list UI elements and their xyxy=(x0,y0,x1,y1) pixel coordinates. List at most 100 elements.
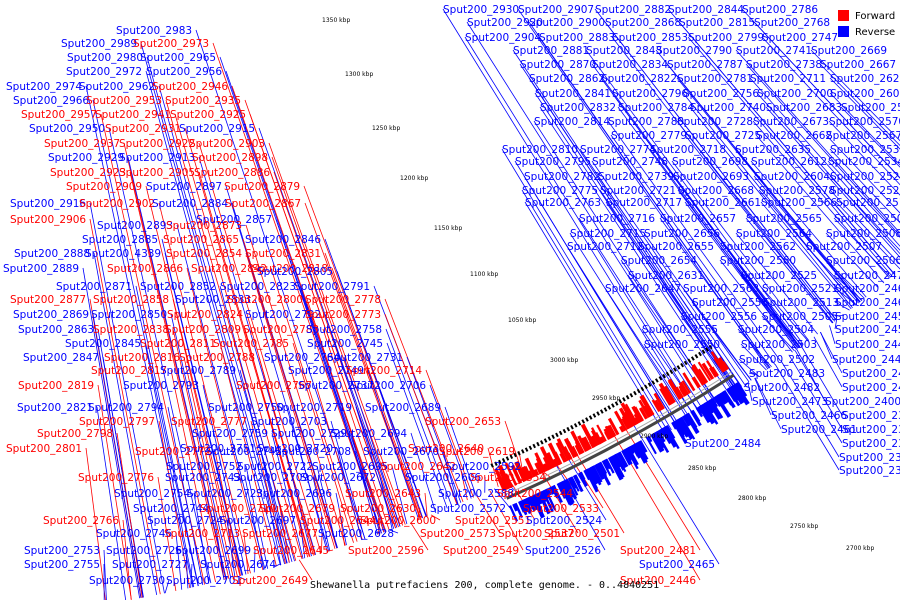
feature-mark xyxy=(521,449,525,454)
connector-line xyxy=(417,507,421,521)
feature-glyph xyxy=(595,463,604,477)
feature-glyph xyxy=(631,444,642,459)
gene-label: Sput200_2777 xyxy=(171,416,247,428)
feature-glyph xyxy=(692,363,707,385)
connector-line xyxy=(96,406,127,600)
connector-line xyxy=(761,287,809,342)
connector-line xyxy=(765,106,900,258)
gene-label: Sput200_2502 xyxy=(739,354,815,366)
feature-glyph xyxy=(558,481,574,506)
feature-mark xyxy=(680,362,685,368)
feature-glyph xyxy=(526,470,534,480)
gene-label: Sput200_2564 xyxy=(736,228,812,240)
feature-glyph xyxy=(539,491,547,503)
connector-line xyxy=(239,369,290,563)
connector-line xyxy=(170,313,232,579)
connector-line xyxy=(145,70,281,566)
connector-line xyxy=(367,369,420,520)
connector-line xyxy=(566,245,680,426)
feature-glyph xyxy=(709,397,719,409)
connector-line xyxy=(810,49,900,142)
feature-glyph xyxy=(596,424,607,442)
gene-label: Sput200_2612 xyxy=(751,156,827,168)
connector-line xyxy=(829,325,836,345)
feature-glyph xyxy=(570,476,580,492)
gene-label: Sput200_2776 xyxy=(78,472,154,484)
connector-line xyxy=(122,519,132,600)
feature-mark xyxy=(573,423,578,428)
gene-label: Sput200_2461 xyxy=(781,424,857,436)
gene-label: Sput200_2592 xyxy=(445,461,521,473)
connector-line xyxy=(306,298,385,533)
feature-mark xyxy=(581,419,586,424)
feature-glyph xyxy=(555,442,568,463)
connector-line xyxy=(127,156,227,580)
feature-glyph xyxy=(721,361,730,371)
gene-label: Sput200_2833 xyxy=(175,294,251,306)
feature-glyph xyxy=(623,448,632,460)
gene-label: Sput200_2922 xyxy=(119,138,195,150)
connector-line xyxy=(835,201,900,270)
gene-label: Sput200_2950 xyxy=(29,123,105,135)
gene-label: Sput200_2728 xyxy=(677,116,753,128)
feature-glyph xyxy=(676,418,690,438)
tick-label: 1350 kbp xyxy=(322,17,350,24)
gene-label: Sput200_2791 xyxy=(294,281,370,293)
connector-line xyxy=(684,134,834,323)
feature-mark xyxy=(640,386,645,392)
feature-glyph xyxy=(638,440,648,454)
gene-label: Sput200_2567 xyxy=(826,130,900,142)
connector-line xyxy=(805,245,859,304)
feature-mark xyxy=(517,450,521,456)
connector-line xyxy=(749,77,900,247)
gene-label: Sput200_2449 xyxy=(835,339,900,351)
gene-label: Sput200_2742 xyxy=(206,446,282,458)
gene-label: Sput200_2719 xyxy=(276,402,352,414)
connector-line xyxy=(316,465,338,549)
legend-forward-label: Forward xyxy=(855,11,895,22)
feature-glyph xyxy=(581,436,592,451)
gene-label: Sput200_2809 xyxy=(165,324,241,336)
gene-label: Sput200_2683 xyxy=(766,102,842,114)
connector-line xyxy=(231,85,387,532)
gene-label: Sput200_2503 xyxy=(741,339,817,351)
feature-glyph xyxy=(504,473,514,489)
connector-line xyxy=(630,420,720,565)
connector-line xyxy=(597,175,742,387)
gene-label: Sput200_2700 xyxy=(757,88,833,100)
connector-line xyxy=(292,342,354,543)
gene-label: Sput200_2893 xyxy=(97,220,173,232)
gene-label: Sput200_2888 xyxy=(14,248,90,260)
gene-label: Sput200_2904 xyxy=(465,32,541,44)
feature-glyph xyxy=(635,441,649,461)
feature-glyph xyxy=(499,478,509,491)
feature-mark xyxy=(551,434,555,439)
gene-label: Sput200_2484 xyxy=(685,438,761,450)
feature-glyph xyxy=(591,465,603,483)
feature-mark xyxy=(524,447,529,452)
gene-label: Sput200_2696 xyxy=(256,488,332,500)
feature-mark xyxy=(585,417,589,422)
connector-line xyxy=(487,447,499,487)
connector-line xyxy=(735,49,900,234)
gene-label: Sput200_2786 xyxy=(742,4,818,16)
connector-line xyxy=(245,252,336,549)
connector-line xyxy=(800,345,843,416)
connector-line xyxy=(745,63,900,237)
gene-label: Sput200_2795 xyxy=(515,156,591,168)
gene-label: Sput200_2743 xyxy=(165,472,241,484)
feature-glyph xyxy=(722,390,736,409)
gene-label: Sput200_2744 xyxy=(133,503,209,515)
feature-glyph xyxy=(525,497,531,506)
gene-label: Sput200_2980 xyxy=(67,52,143,64)
genome-backbone xyxy=(504,371,735,500)
connector-line xyxy=(833,217,892,278)
feature-glyph xyxy=(662,385,676,404)
gene-label: Sput200_2407 xyxy=(842,368,900,380)
connector-line xyxy=(343,356,401,527)
gene-label: Sput200_2909 xyxy=(66,181,142,193)
gene-label: Sput200_2716 xyxy=(579,213,655,225)
connector-line xyxy=(193,492,210,584)
tick-label: 1050 kbp xyxy=(508,317,536,324)
gene-label: Sput200_2775 xyxy=(522,185,598,197)
